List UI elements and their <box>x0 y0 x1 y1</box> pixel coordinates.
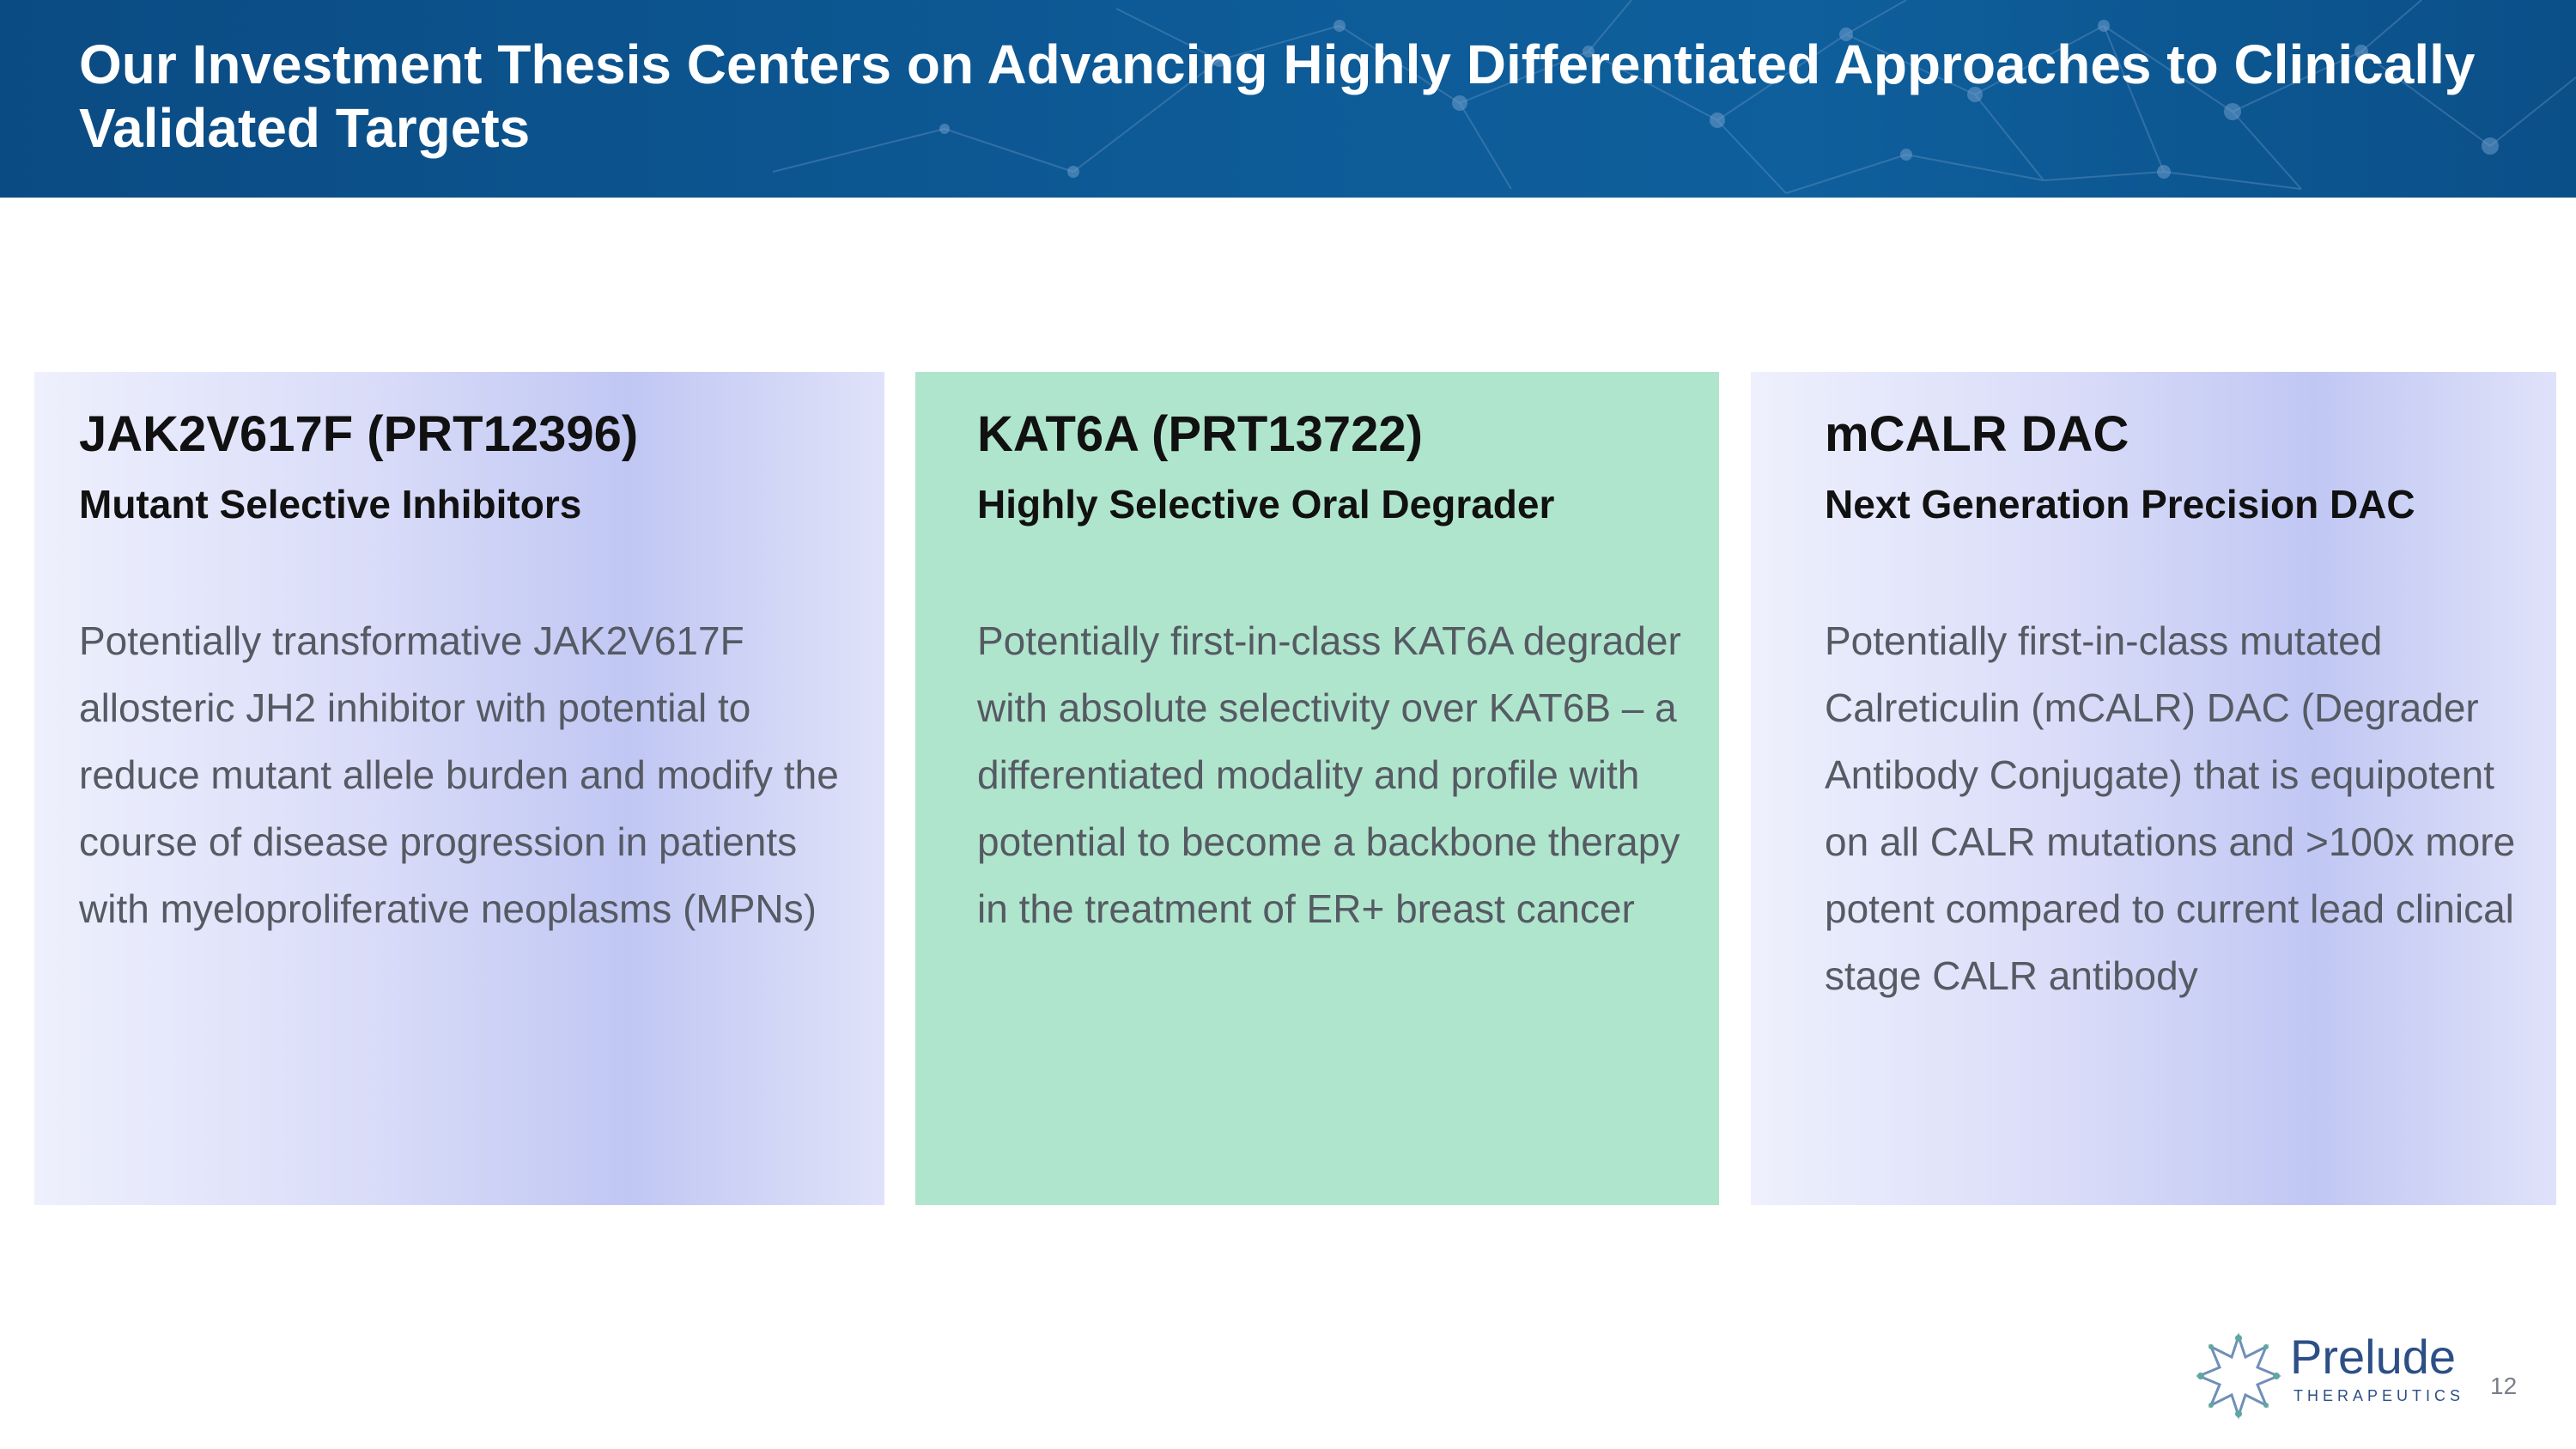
header-banner: Our Investment Thesis Centers on Advanci… <box>0 0 2576 198</box>
card-mcalr-dac: mCALR DAC Next Generation Precision DAC … <box>1751 372 2556 1205</box>
logo-name: Prelude <box>2290 1330 2457 1384</box>
card-subtitle: Mutant Selective Inhibitors <box>79 482 582 527</box>
card-subtitle: Next Generation Precision DAC <box>1825 482 2415 527</box>
card-kat6a: KAT6A (PRT13722) Highly Selective Oral D… <box>915 372 1719 1205</box>
prelude-logo: Prelude THERAPEUTICS <box>2194 1330 2460 1424</box>
card-title: KAT6A (PRT13722) <box>977 406 1423 462</box>
page-title: Our Investment Thesis Centers on Advanci… <box>79 33 2476 159</box>
page-number: 12 <box>2490 1373 2518 1399</box>
card-body: Potentially first-in-class mutated Calre… <box>1825 618 2516 998</box>
card-jak2v617f: JAK2V617F (PRT12396) Mutant Selective In… <box>34 372 884 1205</box>
prelude-starburst-icon <box>2196 1332 2281 1420</box>
network-pattern-icon <box>772 0 2576 194</box>
card-body: Potentially transformative JAK2V617F all… <box>79 618 839 931</box>
card-subtitle: Highly Selective Oral Degrader <box>977 482 1555 527</box>
card-body: Potentially first-in-class KAT6A degrade… <box>977 618 1681 931</box>
card-title: JAK2V617F (PRT12396) <box>79 406 639 462</box>
logo-subtitle: THERAPEUTICS <box>2293 1387 2465 1404</box>
card-title: mCALR DAC <box>1825 406 2129 462</box>
